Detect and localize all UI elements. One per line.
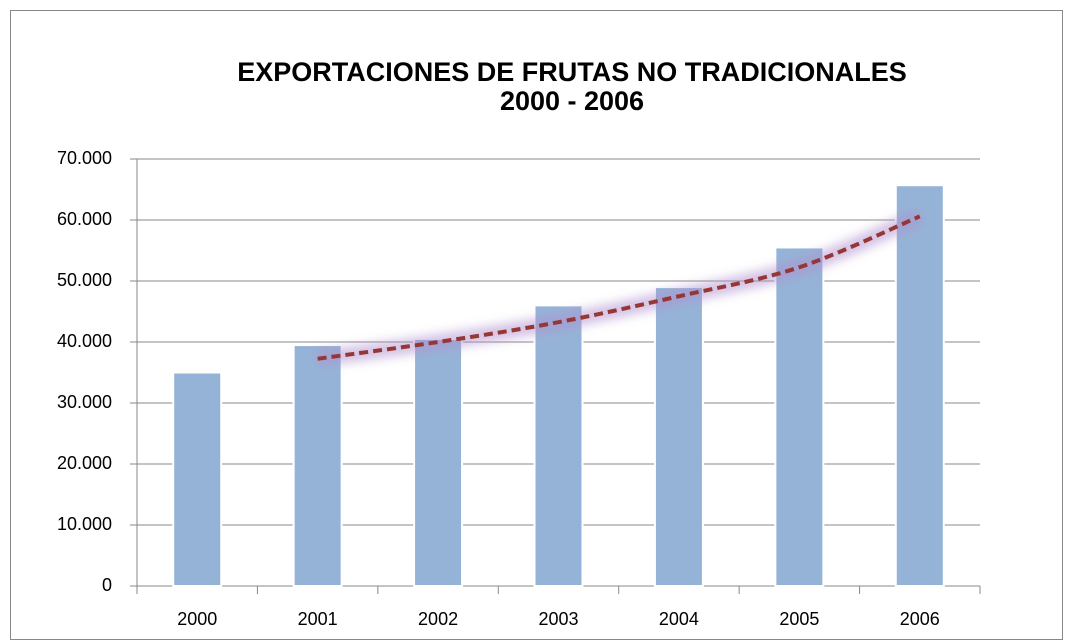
y-tick-label: 10.000: [57, 514, 112, 534]
y-tick-label: 60.000: [57, 209, 112, 229]
y-tick-label: 30.000: [57, 392, 112, 412]
trend-line: [317, 214, 921, 361]
bar: [774, 246, 825, 587]
y-tick-label: 0: [102, 575, 112, 595]
x-tick-label: 2002: [418, 609, 458, 629]
y-tick-label: 40.000: [57, 331, 112, 351]
x-tick-label: 2005: [779, 609, 819, 629]
bar: [653, 286, 704, 587]
bar: [894, 184, 945, 587]
bar: [292, 344, 343, 587]
bar: [533, 304, 584, 587]
x-tick-label: 2004: [659, 609, 699, 629]
x-tick-label: 2003: [538, 609, 578, 629]
bar: [413, 337, 464, 588]
x-tick-label: 2006: [900, 609, 940, 629]
chart-subtitle: 2000 - 2006: [500, 86, 644, 116]
bar: [172, 371, 223, 587]
y-tick-label: 70.000: [57, 148, 112, 168]
y-tick-label: 50.000: [57, 270, 112, 290]
x-tick-label: 2000: [177, 609, 217, 629]
x-tick-label: 2001: [298, 609, 338, 629]
y-tick-label: 20.000: [57, 453, 112, 473]
chart-title: EXPORTACIONES DE FRUTAS NO TRADICIONALES: [237, 57, 907, 87]
